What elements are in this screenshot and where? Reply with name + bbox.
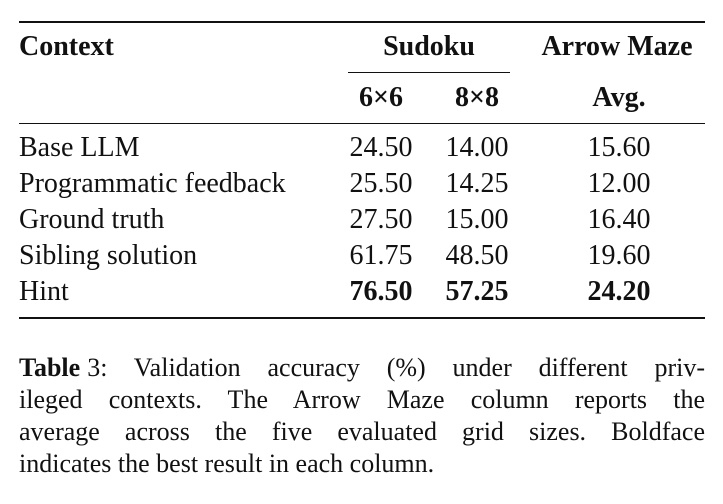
row-label: Base LLM (19, 132, 140, 163)
caption-text: ileged contexts. The Arrow Maze column r… (19, 385, 705, 414)
row-label: Ground truth (19, 204, 165, 235)
cell: 24.50 (349, 132, 413, 163)
cell: 14.00 (445, 132, 509, 163)
row-label: Hint (19, 276, 69, 307)
cell: 27.50 (349, 204, 413, 235)
caption-line: average across the five evaluated grid s… (19, 416, 705, 448)
mid-rule (19, 123, 705, 124)
header-sudoku: Sudoku (383, 31, 475, 62)
cell: 16.40 (587, 204, 651, 235)
caption-line: ileged contexts. The Arrow Maze column r… (19, 384, 705, 416)
cell: 61.75 (349, 240, 413, 271)
cell: 15.60 (587, 132, 651, 163)
header-arrow-maze: Arrow Maze (541, 31, 693, 62)
bottom-rule (19, 317, 705, 319)
caption-label: Table (19, 353, 81, 382)
sub-header: 6×6 (359, 82, 403, 113)
caption-text: average across the five evaluated grid s… (19, 417, 705, 446)
cell: 25.50 (349, 168, 413, 199)
top-rule (19, 21, 705, 23)
caption-text: indicates the best result in each column… (19, 449, 435, 478)
row-label: Programmatic feedback (19, 168, 286, 199)
row-label: Sibling solution (19, 240, 198, 271)
header-context: Context (19, 31, 114, 62)
cell: 14.25 (445, 168, 509, 199)
cell: 57.25 (445, 276, 509, 307)
sub-header: Avg. (592, 82, 646, 113)
caption-line: indicates the best result in each column… (19, 448, 705, 480)
caption-number: 3 (87, 353, 101, 382)
caption-text: : Validation accuracy (%) under differen… (100, 353, 705, 382)
sub-header: 8×8 (455, 82, 499, 113)
caption-line: Table 3: Validation accuracy (%) under di… (19, 352, 705, 384)
cell: 76.50 (349, 276, 413, 307)
cell: 15.00 (445, 204, 509, 235)
cell: 12.00 (587, 168, 651, 199)
sudoku-underline (348, 72, 510, 73)
cell: 24.20 (587, 276, 651, 307)
cell: 48.50 (445, 240, 509, 271)
cell: 19.60 (587, 240, 651, 271)
